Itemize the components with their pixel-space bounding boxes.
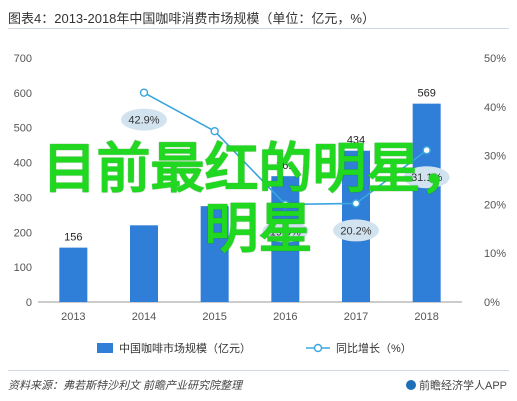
line-point: [281, 200, 290, 209]
line-label-bubble: [121, 108, 167, 131]
line-value-label: 20.2%: [340, 225, 371, 237]
legend-bar-swatch: [97, 343, 113, 353]
y2-tick-label: 50%: [484, 53, 506, 65]
y2-tick-label: 10%: [484, 248, 506, 260]
bar-value-label: 361: [276, 160, 294, 172]
qianzhan-logo-icon: [405, 380, 416, 390]
line-point: [351, 199, 361, 208]
overlay-text-line2: 明星: [204, 197, 313, 260]
brand-label: 前瞻经济学人APP: [405, 377, 507, 393]
bar: [59, 247, 88, 302]
x-tick-label: 2015: [202, 311, 226, 323]
y2-tick-label: 0%: [484, 297, 500, 309]
line-value-label: 19.9%: [270, 226, 301, 238]
line-value-label: 42.9%: [128, 115, 159, 127]
x-tick-label: 2014: [132, 311, 156, 323]
x-tick-label: 2013: [61, 311, 85, 323]
x-tick-label: 2017: [344, 311, 368, 323]
y-tick-label: 600: [14, 88, 32, 100]
y-tick-label: 700: [14, 53, 32, 65]
line-label-bubble: [262, 220, 309, 243]
line-label-bubble: [403, 166, 450, 189]
line-point: [422, 146, 431, 155]
y-tick-label: 400: [14, 158, 32, 170]
bar-value-label: 434: [347, 135, 365, 147]
chart-title: 图表4：2013-2018年中国咖啡消费市场规模（单位：亿元，%）: [8, 11, 375, 26]
source-note: 资料来源：弗若斯特沙利文 前瞻产业研究院整理: [8, 380, 243, 392]
y2-tick-label: 30%: [484, 151, 506, 163]
legend-line-label: 同比增长（%）: [336, 341, 412, 355]
title-divider: [8, 28, 509, 29]
line-label-bubble: [333, 219, 379, 242]
chart-svg: 0 100 200 300 400 500 600 700 0% 10% 20% 30% 40% 50% 2…: [14, 53, 507, 355]
bar: [412, 103, 441, 302]
footer-divider: [8, 370, 509, 371]
line-point: [139, 88, 149, 97]
bar: [130, 225, 158, 302]
y2-tick-label: 40%: [484, 102, 506, 114]
y2-tick-label: 20%: [484, 199, 506, 211]
overlay-text-line1: 目前最红的明星，: [42, 137, 475, 200]
line-point: [210, 126, 219, 136]
x-tick-label: 2018: [414, 311, 438, 323]
brand-text: 前瞻经济学人APP: [418, 380, 507, 392]
bar: [200, 206, 229, 302]
y-tick-label: 0: [26, 297, 32, 309]
bar-value-label: 156: [64, 232, 82, 244]
legend-bar-label: 中国咖啡市场规模（亿元）: [119, 341, 251, 355]
y-tick-label: 300: [14, 192, 32, 204]
legend-line-marker: [313, 343, 323, 353]
x-tick-label: 2016: [273, 311, 297, 323]
y-tick-label: 100: [14, 262, 32, 274]
line-value-label: 31.1%: [411, 172, 442, 184]
y-tick-label: 500: [14, 123, 32, 135]
bar-value-label: 569: [417, 88, 435, 100]
y-tick-label: 200: [14, 227, 32, 239]
